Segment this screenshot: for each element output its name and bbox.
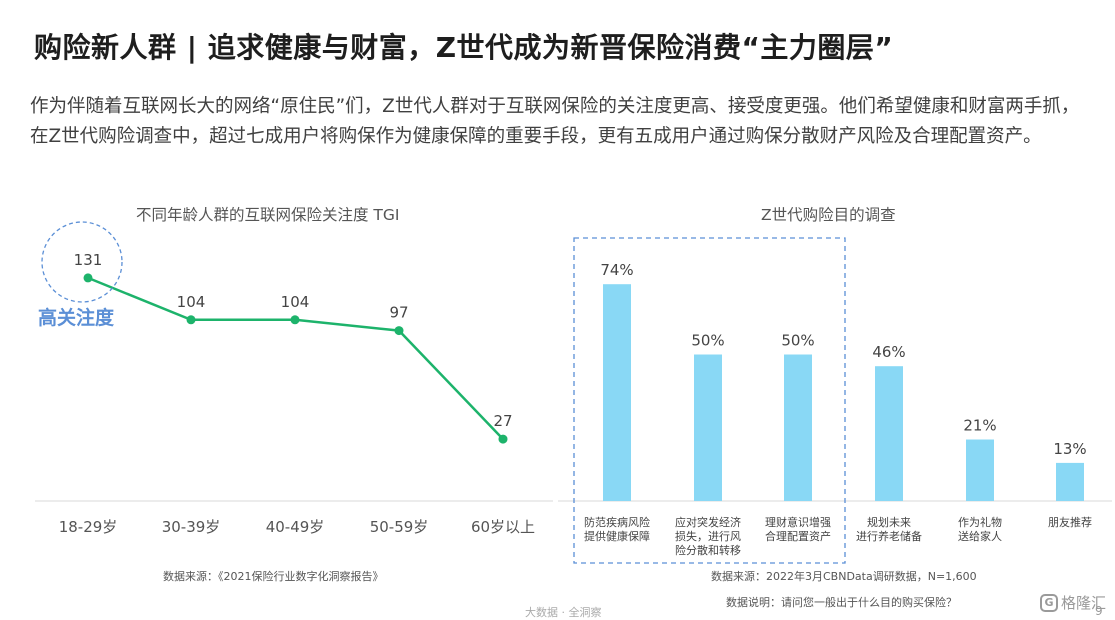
- bar-x-tick-3-line-1: 理财意识增强: [765, 515, 831, 529]
- line-point-2: [186, 315, 196, 325]
- bar-x-tick-2-line-2: 损失，进行风: [675, 529, 741, 543]
- bar-x-tick-2-line-3: 险分散和转移: [675, 543, 741, 557]
- line-data-label-4: 97: [389, 304, 408, 322]
- brand-logo: G 格隆汇: [1040, 592, 1106, 613]
- bar-3: [784, 354, 812, 501]
- high-attention-annotation: 高关注度: [38, 306, 115, 329]
- logo-icon: G: [1040, 593, 1058, 612]
- bar-x-tick-3-line-2: 合理配置资产: [765, 529, 831, 543]
- bar-data-label-3: 50%: [781, 332, 814, 350]
- bar-x-tick-1-line-1: 防范疾病风险: [584, 515, 650, 529]
- bar-chart-source: 数据来源：2022年3月CBNData调研数据，N=1,600: [711, 570, 977, 583]
- line-x-tick-5: 60岁以上: [471, 518, 535, 536]
- bar-2: [694, 354, 722, 501]
- logo-text: 格隆汇: [1061, 594, 1107, 612]
- bar-x-tick-5-line-1: 作为礼物: [958, 515, 1002, 529]
- line-x-tick-1: 18-29岁: [59, 518, 118, 536]
- bar-data-label-5: 21%: [963, 417, 996, 435]
- bar-highlight-box: [573, 237, 846, 564]
- bar-x-tick-4-line-2: 进行养老储备: [856, 529, 922, 543]
- highlight-circle: [41, 221, 123, 303]
- line-data-label-5: 27: [493, 412, 512, 430]
- line-data-label-2: 104: [177, 293, 206, 311]
- line-point-5: [498, 434, 508, 444]
- bar-x-tick-5-line-2: 送给家人: [958, 529, 1002, 543]
- page-subtitle: 作为伴随着互联网长大的网络“原住民”们，Z世代人群对于互联网保险的关注度更高、接…: [30, 96, 1080, 147]
- bar-x-tick-4-line-1: 规划未来: [867, 515, 911, 529]
- bar-data-label-2: 50%: [691, 332, 724, 350]
- bar-chart-title: Z世代购险目的调查: [761, 206, 896, 224]
- bar-x-tick-1-line-2: 提供健康保障: [584, 529, 650, 543]
- bar-5: [966, 439, 994, 501]
- bar-6: [1056, 462, 1084, 501]
- bar-1: [603, 284, 631, 501]
- bar-data-label-1: 74%: [600, 261, 633, 279]
- line-x-tick-4: 50-59岁: [370, 518, 429, 536]
- bar-x-tick-6-line-1: 朋友推荐: [1048, 515, 1092, 529]
- line-x-tick-3: 40-49岁: [266, 518, 325, 536]
- page-number: 9: [1095, 604, 1103, 618]
- line-data-label-3: 104: [281, 293, 310, 311]
- line-chart-source: 数据来源：《2021保险行业数字化洞察报告》: [163, 570, 384, 583]
- line-point-1: [83, 273, 93, 283]
- bar-x-tick-2-line-1: 应对突发经济: [675, 515, 741, 529]
- line-data-label-1: 131: [74, 251, 103, 269]
- page-title: 购险新人群 | 追求健康与财富，Z世代成为新晋保险消费“主力圈层”: [34, 31, 894, 64]
- bar-4: [875, 366, 903, 501]
- bar-chart-note: 数据说明：请问您一般出于什么目的购买保险？: [726, 596, 957, 609]
- line-point-4: [394, 326, 404, 336]
- bar-data-label-6: 13%: [1053, 440, 1086, 458]
- line-chart-title: 不同年龄人群的互联网保险关注度 TGI: [136, 206, 400, 224]
- line-point-3: [290, 315, 300, 325]
- bar-data-label-4: 46%: [872, 343, 905, 361]
- line-x-tick-2: 30-39岁: [162, 518, 221, 536]
- footer-text: 大数据 · 全洞察: [525, 606, 602, 619]
